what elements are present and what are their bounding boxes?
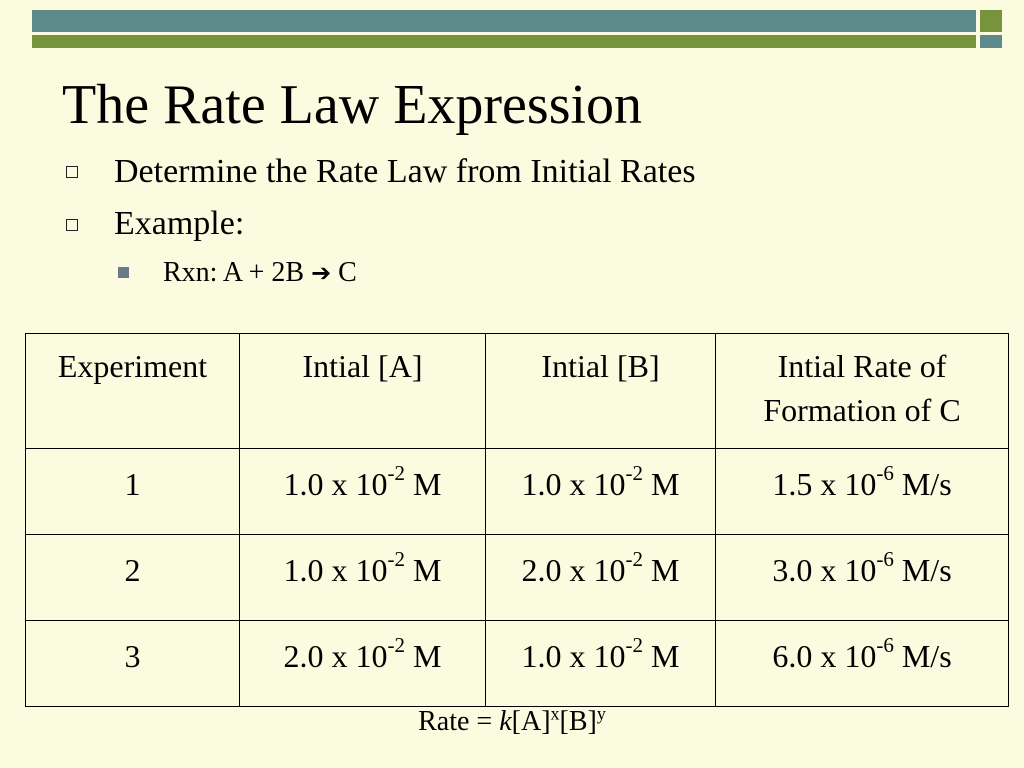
initial-rates-table: Experiment Intial [A] Intial [B] Intial … [25, 333, 1009, 707]
header-experiment: Experiment [25, 333, 240, 449]
arrow-right-icon: ➔ [311, 259, 332, 287]
header-teal-bar [32, 10, 976, 32]
header-initial-rate: Intial Rate of Formation of C [715, 333, 1009, 449]
cell-initial-b: 1.0 x 10-2 M [485, 620, 716, 707]
cell-experiment: 1 [25, 448, 240, 535]
cell-initial-a: 2.0 x 10-2 M [239, 620, 486, 707]
cell-initial-b: 1.0 x 10-2 M [485, 448, 716, 535]
header-green-square [980, 10, 1002, 32]
cell-initial-a: 1.0 x 10-2 M [239, 448, 486, 535]
cell-initial-a: 1.0 x 10-2 M [239, 534, 486, 621]
hollow-square-bullet-icon [66, 166, 78, 178]
header-initial-b: Intial [B] [485, 333, 716, 449]
header-initial-a: Intial [A] [239, 333, 486, 449]
table-header-row: Experiment Intial [A] Intial [B] Intial … [25, 333, 1009, 449]
table-row: 1 1.0 x 10-2 M 1.0 x 10-2 M 1.5 x 10-6 M… [25, 448, 1009, 535]
table-row: 2 1.0 x 10-2 M 2.0 x 10-2 M 3.0 x 10-6 M… [25, 534, 1009, 621]
cell-initial-rate: 3.0 x 10-6 M/s [715, 534, 1009, 621]
cell-experiment: 3 [25, 620, 240, 707]
table-row: 3 2.0 x 10-2 M 1.0 x 10-2 M 6.0 x 10-6 M… [25, 620, 1009, 707]
rate-law-equation: Rate = k[A]x[B]y [418, 703, 606, 737]
cell-experiment: 2 [25, 534, 240, 621]
cell-initial-rate: 6.0 x 10-6 M/s [715, 620, 1009, 707]
bullet-example: Example: [114, 205, 245, 242]
cell-initial-b: 2.0 x 10-2 M [485, 534, 716, 621]
header-teal-square [980, 35, 1002, 48]
header-green-bar [32, 35, 976, 48]
cell-initial-rate: 1.5 x 10-6 M/s [715, 448, 1009, 535]
slide-title: The Rate Law Expression [62, 74, 643, 136]
bullet-determine-rate-law: Determine the Rate Law from Initial Rate… [114, 153, 696, 190]
hollow-square-bullet-icon [66, 219, 78, 231]
sub-bullet-reaction: Rxn: A + 2B ➔ C [163, 255, 357, 291]
reaction-reactants: Rxn: A + 2B [163, 257, 305, 288]
reaction-product: C [338, 257, 357, 288]
solid-square-bullet-icon [118, 267, 129, 278]
